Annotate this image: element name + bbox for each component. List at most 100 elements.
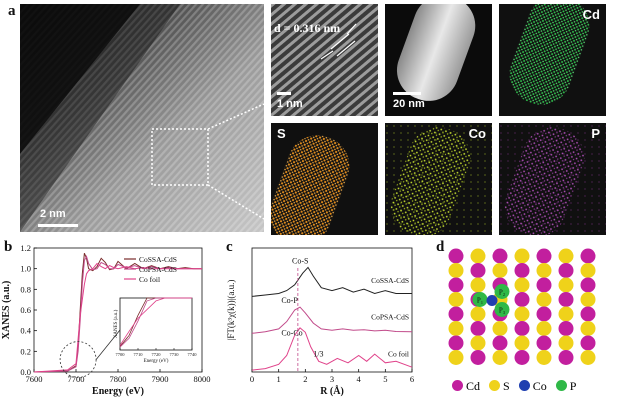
y-tick-label: 1.2 bbox=[20, 243, 31, 253]
y-tick-label: 0.0 bbox=[20, 367, 31, 377]
p-atom bbox=[472, 292, 488, 307]
s-atom bbox=[492, 350, 508, 365]
s-atom bbox=[470, 306, 486, 322]
legend-s-label: S bbox=[503, 379, 510, 393]
eds-map-cd: Cd bbox=[499, 4, 606, 116]
s-atom bbox=[580, 321, 596, 336]
s-atom bbox=[580, 350, 596, 365]
xanes-chart: 7600 7700 7800 7900 8000 0.0 0.2 0.4 0.6 0.8 1.0 1.… bbox=[1, 243, 211, 397]
x-tick-label: 2 bbox=[303, 374, 307, 384]
scale-bar-label: 20 nm bbox=[393, 98, 425, 110]
co-atom bbox=[486, 295, 498, 306]
s-atom bbox=[448, 321, 464, 336]
cd-atom bbox=[536, 335, 552, 351]
s-atom bbox=[448, 350, 464, 365]
inset-pointer bbox=[95, 329, 121, 360]
series-line bbox=[251, 327, 413, 371]
haadf-image: 20 nm bbox=[385, 4, 492, 116]
cd-atom bbox=[492, 335, 508, 351]
s-atom bbox=[448, 263, 464, 278]
inset-x-axis-label: Energy (eV) bbox=[144, 359, 169, 364]
series-label: CoPSA-CdS bbox=[371, 313, 409, 322]
legend-cd-label: Cd bbox=[466, 379, 481, 393]
legend-label: CoSSA-CdS bbox=[139, 255, 177, 264]
cd-atom bbox=[558, 292, 574, 307]
x-axis-label: R (Å) bbox=[320, 385, 344, 397]
cd-atom bbox=[492, 248, 508, 264]
site-label-p1: P₁ bbox=[477, 297, 483, 305]
cd-atom bbox=[514, 292, 530, 307]
x-axis-label: Energy (eV) bbox=[92, 386, 144, 397]
cd-atom bbox=[514, 350, 530, 365]
cd-atom bbox=[514, 321, 530, 336]
s-atom bbox=[514, 335, 530, 351]
y-tick-label: 0.4 bbox=[20, 326, 31, 336]
s-atom bbox=[536, 263, 552, 278]
cd-atom bbox=[514, 263, 530, 278]
series-line bbox=[251, 266, 412, 297]
eds-map-label: P bbox=[591, 126, 600, 141]
scale-bar bbox=[393, 92, 421, 95]
cd-atom bbox=[558, 321, 574, 336]
cd-atom bbox=[448, 277, 464, 293]
cd-atom bbox=[536, 248, 552, 264]
x-tick-label: 7700 bbox=[68, 374, 85, 384]
s-atom bbox=[470, 277, 486, 293]
cd-atom bbox=[558, 350, 574, 365]
scale-bar bbox=[38, 224, 78, 227]
cd-atom bbox=[558, 263, 574, 278]
legend-co-label: Co bbox=[532, 379, 547, 393]
x-tick-label: 6 bbox=[410, 374, 414, 384]
s-atom bbox=[558, 248, 574, 264]
hrtem-main-lattice bbox=[20, 4, 264, 232]
inset-x-tick-label: 7710 bbox=[134, 352, 144, 357]
inset-series-line bbox=[119, 297, 192, 346]
x-tick-label: 7600 bbox=[26, 374, 43, 384]
eds-map-label: Co bbox=[468, 126, 486, 141]
legend-p-label: P bbox=[569, 379, 577, 393]
annotation-co-co: Co-Co bbox=[281, 328, 302, 337]
cd-atom bbox=[536, 306, 552, 322]
s-atom bbox=[514, 248, 530, 264]
cd-atom bbox=[470, 321, 486, 336]
panel-d-letter: d bbox=[436, 239, 445, 255]
scale-bar-label: 1 nm bbox=[277, 98, 303, 110]
y-tick-label: 1.0 bbox=[20, 264, 31, 274]
y-tick-label: 0.8 bbox=[20, 284, 31, 294]
y-axis-label: XANES (a.u.) bbox=[1, 281, 12, 340]
s-atom bbox=[514, 306, 530, 322]
series-label: CoSSA-CdS bbox=[371, 276, 409, 285]
panel-c-letter: c bbox=[226, 239, 233, 255]
site-label-p2: P₂ bbox=[499, 289, 506, 297]
x-tick-label: 1 bbox=[277, 374, 281, 384]
annotation-co-p: Co-P bbox=[281, 296, 298, 305]
x-tick-label: 7900 bbox=[152, 374, 169, 384]
cd-atom bbox=[470, 263, 486, 278]
legend-p-swatch bbox=[555, 380, 567, 391]
y-tick-label: 0.6 bbox=[20, 305, 31, 315]
eds-map-label: Cd bbox=[582, 7, 600, 22]
cd-atom bbox=[580, 335, 596, 351]
scale-bar bbox=[277, 92, 291, 95]
edge-highlight bbox=[59, 341, 97, 378]
s-atom bbox=[492, 321, 508, 336]
cd-atom bbox=[448, 306, 464, 322]
inset-x-tick-label: 7700 bbox=[116, 352, 126, 357]
s-atom bbox=[558, 335, 574, 351]
panel-b-letter: b bbox=[4, 239, 13, 255]
legend-s-swatch bbox=[489, 380, 501, 391]
s-atom bbox=[558, 306, 574, 322]
series-line bbox=[251, 306, 413, 334]
ft-exafs-chart: 0 1 2 3 4 5 6 R (Å) |FT(k³χ(k))|(a.u.) CoSSA-CdS C… bbox=[226, 247, 414, 397]
scale-bar-label: 2 nm bbox=[40, 208, 66, 220]
structure-model: P₁ P₂ P₃ bbox=[448, 248, 596, 365]
hrtem-main-image: 2 nm bbox=[20, 4, 264, 232]
s-atom bbox=[514, 277, 530, 293]
y-tick-label: 0.2 bbox=[20, 346, 31, 356]
s-atom bbox=[470, 335, 486, 351]
x-tick-label: 0 bbox=[250, 374, 254, 384]
x-tick-label: 3 bbox=[330, 374, 334, 384]
eds-map-s: S bbox=[271, 123, 378, 235]
cd-atom bbox=[448, 335, 464, 351]
annotation-co-s: Co-S bbox=[292, 257, 308, 266]
